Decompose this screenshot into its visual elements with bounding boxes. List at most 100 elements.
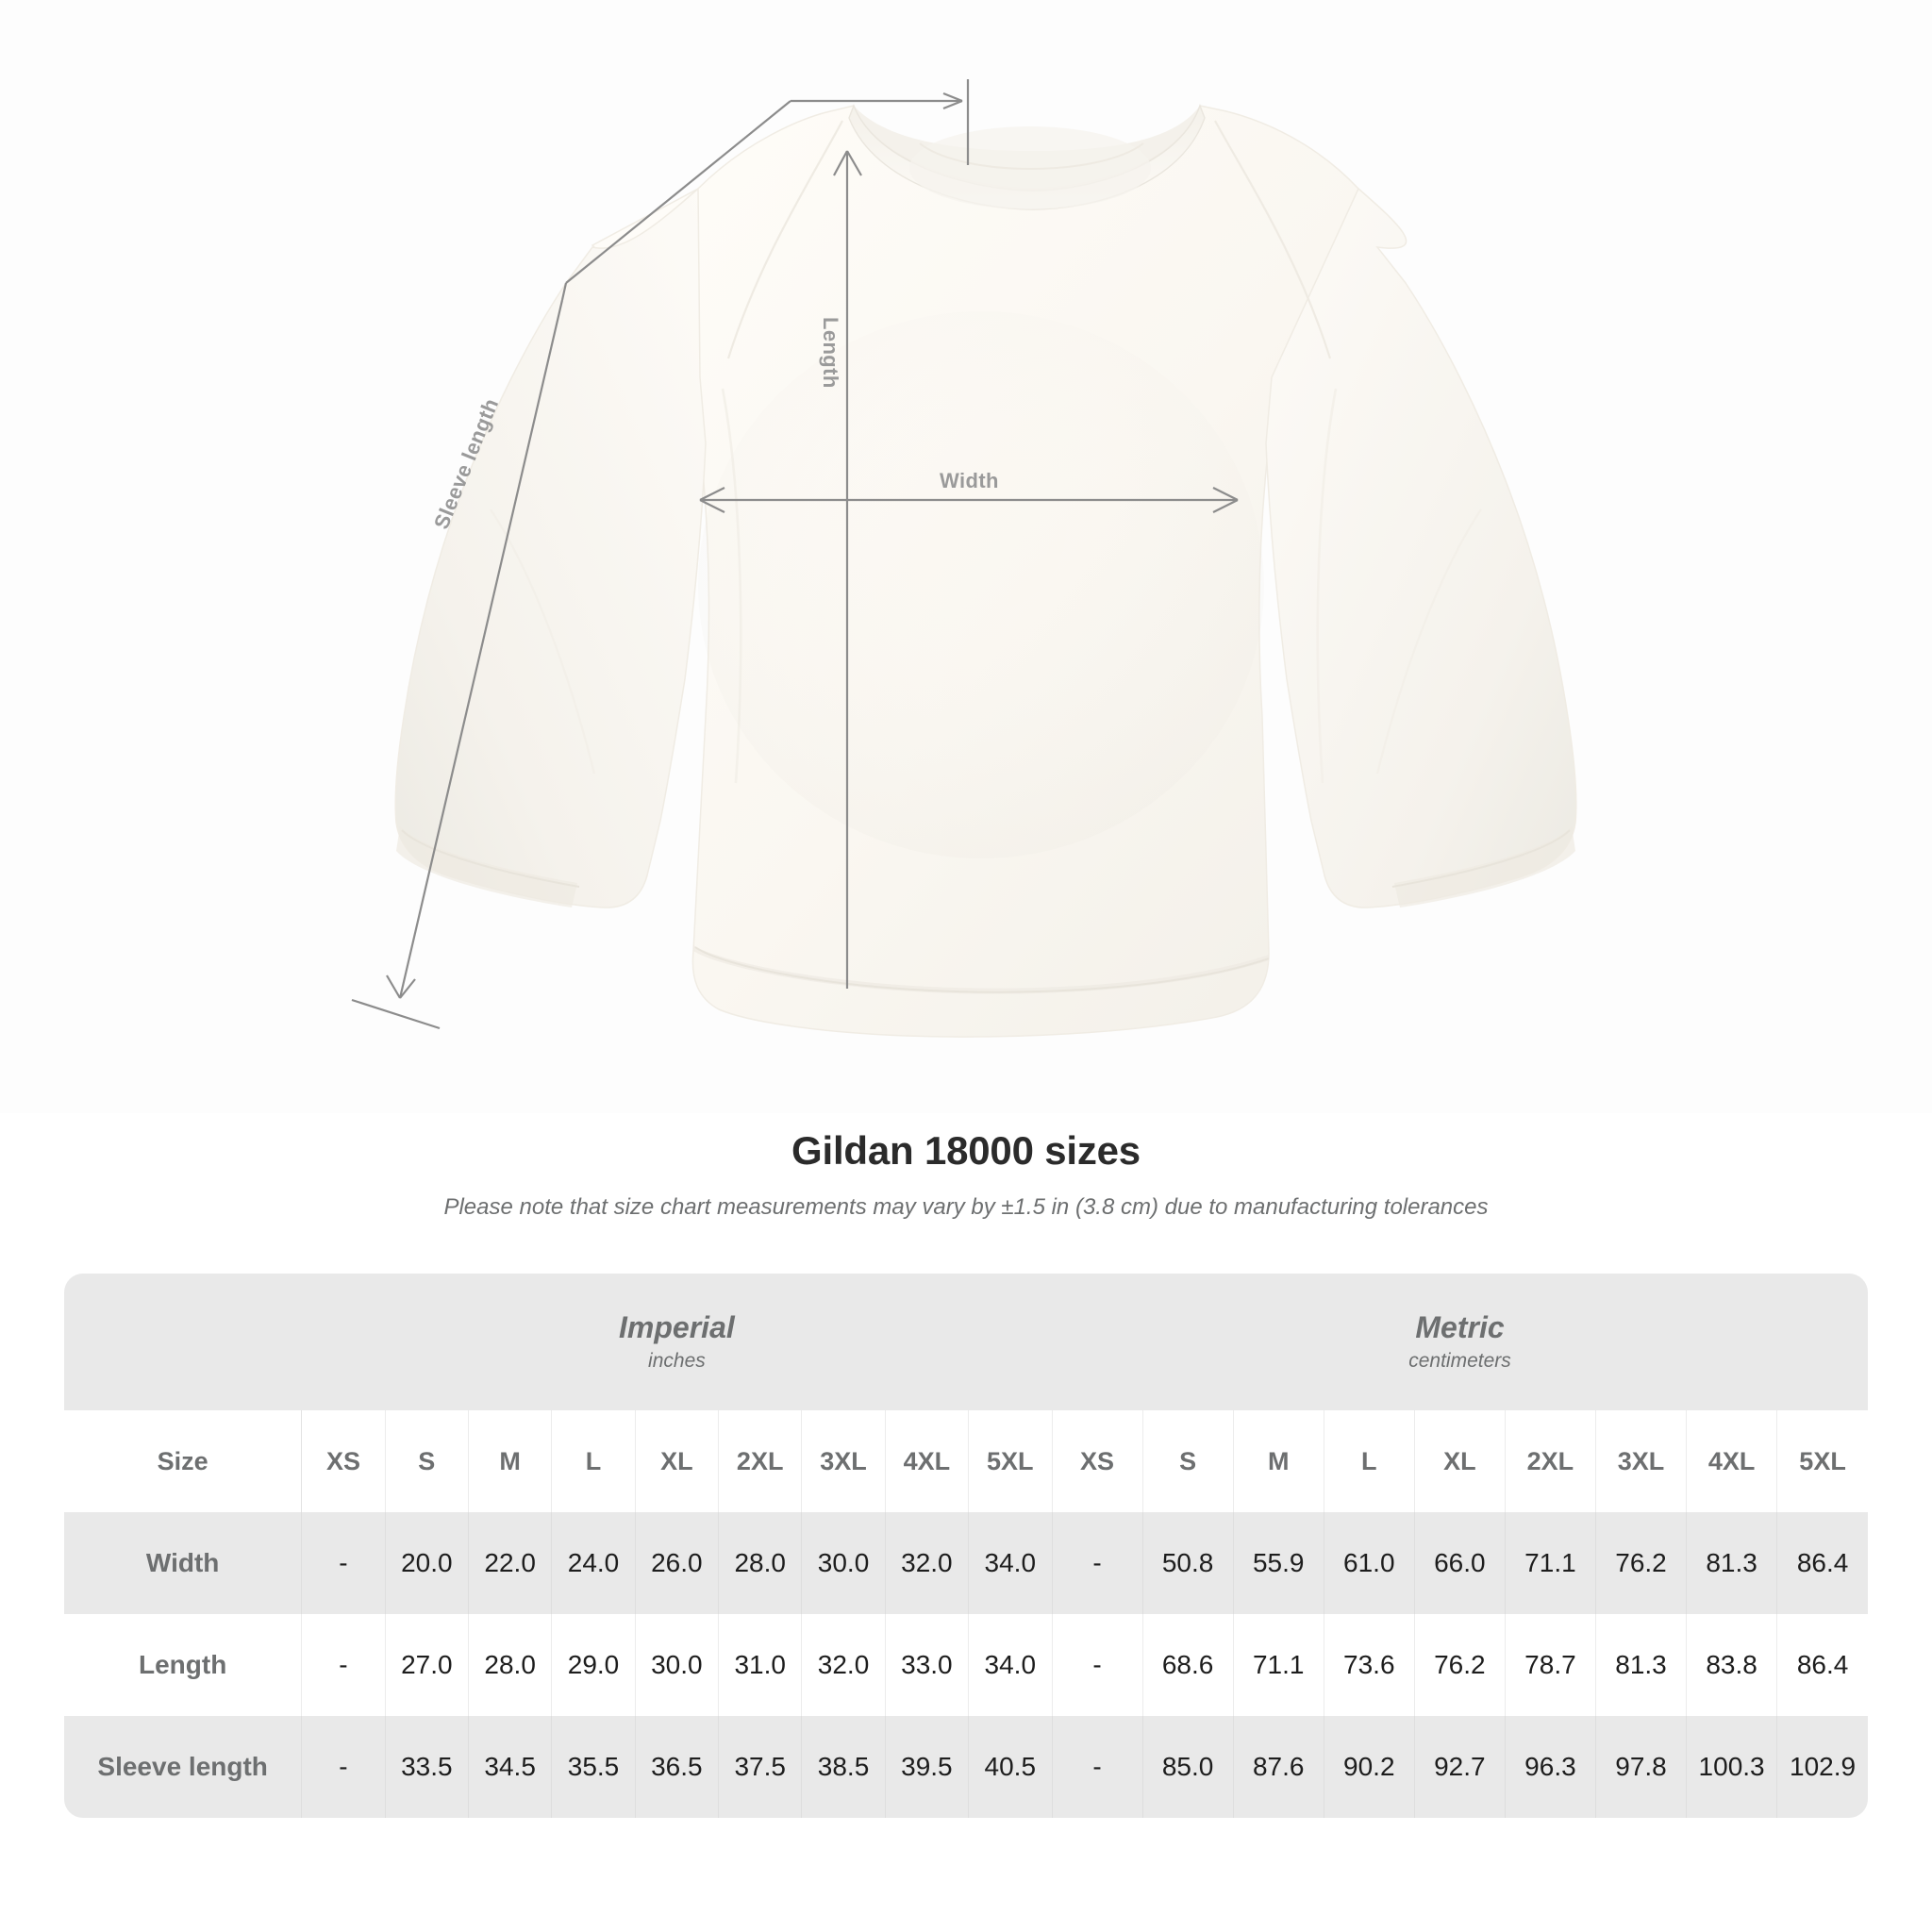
- length-label: Length: [819, 317, 842, 389]
- size-header-metric-xs: XS: [1051, 1410, 1143, 1512]
- size-header-metric-3xl: 3XL: [1595, 1410, 1688, 1512]
- size-table: Imperial inches Metric centimeters Size …: [64, 1274, 1868, 1818]
- cell-width-metric-4xl: 81.3: [1686, 1512, 1778, 1614]
- cell-width-metric-s: 50.8: [1142, 1512, 1234, 1614]
- size-header-label: Size: [64, 1410, 303, 1512]
- unit-group-metric-name: Metric: [1415, 1309, 1505, 1344]
- garment-illustration: Length Width Sleeve length: [351, 79, 1577, 1038]
- size-header-imperial-s: S: [385, 1410, 469, 1512]
- cell-sleeve-metric-2xl: 96.3: [1505, 1716, 1596, 1818]
- unit-group-metric: Metric centimeters: [1052, 1274, 1868, 1410]
- cell-sleeve-imperial-3xl: 38.5: [801, 1716, 886, 1818]
- size-header-metric-xl: XL: [1414, 1410, 1506, 1512]
- cell-length-imperial-l: 29.0: [551, 1614, 636, 1716]
- page-title: Gildan 18000 sizes: [791, 1128, 1141, 1173]
- title-block: Gildan 18000 sizes Please note that size…: [0, 1128, 1932, 1221]
- cell-length-imperial-xl: 30.0: [635, 1614, 720, 1716]
- row-label-sleeve-length: Sleeve length: [64, 1716, 303, 1818]
- cell-length-metric-2xl: 78.7: [1505, 1614, 1596, 1716]
- unit-header-row: Imperial inches Metric centimeters: [64, 1274, 1868, 1410]
- cell-sleeve-imperial-l: 35.5: [551, 1716, 636, 1818]
- cell-length-metric-xl: 76.2: [1414, 1614, 1506, 1716]
- cell-length-metric-xs: -: [1052, 1614, 1143, 1716]
- cell-sleeve-metric-4xl: 100.3: [1686, 1716, 1778, 1818]
- cell-sleeve-imperial-4xl: 39.5: [885, 1716, 970, 1818]
- cell-length-imperial-s: 27.0: [385, 1614, 469, 1716]
- cell-width-metric-l: 61.0: [1324, 1512, 1415, 1614]
- cell-length-imperial-4xl: 33.0: [885, 1614, 970, 1716]
- size-header-imperial-xl: XL: [635, 1410, 720, 1512]
- unit-group-imperial-unit: inches: [648, 1349, 706, 1372]
- cell-length-metric-s: 68.6: [1142, 1614, 1234, 1716]
- cell-width-metric-5xl: 86.4: [1776, 1512, 1868, 1614]
- cell-sleeve-metric-xs: -: [1052, 1716, 1143, 1818]
- cell-sleeve-imperial-s: 33.5: [385, 1716, 469, 1818]
- size-header-metric-s: S: [1142, 1410, 1234, 1512]
- size-header-metric-l: L: [1324, 1410, 1415, 1512]
- table-row-sleeve-length: Sleeve length - 33.5 34.5 35.5 36.5 37.5…: [64, 1716, 1868, 1818]
- cell-length-imperial-m: 28.0: [468, 1614, 553, 1716]
- sleeve-length-dimension: [351, 79, 970, 1030]
- width-label: Width: [940, 469, 999, 492]
- cell-sleeve-imperial-xs: -: [301, 1716, 386, 1818]
- sweatshirt-diagram: [351, 79, 1577, 1038]
- size-header-metric-4xl: 4XL: [1686, 1410, 1778, 1512]
- size-header-row: Size XS S M L XL 2XL 3XL 4XL 5XL XS S M …: [64, 1410, 1868, 1512]
- cell-width-metric-2xl: 71.1: [1505, 1512, 1596, 1614]
- cell-sleeve-imperial-2xl: 37.5: [718, 1716, 803, 1818]
- row-label-width: Width: [64, 1512, 303, 1614]
- cell-sleeve-imperial-xl: 36.5: [635, 1716, 720, 1818]
- cell-sleeve-metric-l: 90.2: [1324, 1716, 1415, 1818]
- measurement-annotations: [351, 79, 1239, 1030]
- cell-width-imperial-s: 20.0: [385, 1512, 469, 1614]
- length-dimension: [833, 150, 862, 989]
- row-label-length: Length: [64, 1614, 303, 1716]
- unit-group-imperial-name: Imperial: [619, 1309, 735, 1344]
- size-header-imperial-3xl: 3XL: [801, 1410, 886, 1512]
- size-header-imperial-5xl: 5XL: [968, 1410, 1053, 1512]
- cell-width-metric-m: 55.9: [1233, 1512, 1324, 1614]
- cell-sleeve-metric-m: 87.6: [1233, 1716, 1324, 1818]
- cell-width-metric-xl: 66.0: [1414, 1512, 1506, 1614]
- cell-width-imperial-l: 24.0: [551, 1512, 636, 1614]
- size-header-imperial-xs: XS: [301, 1410, 386, 1512]
- cell-sleeve-imperial-m: 34.5: [468, 1716, 553, 1818]
- cell-sleeve-imperial-5xl: 40.5: [968, 1716, 1053, 1818]
- cell-length-imperial-xs: -: [301, 1614, 386, 1716]
- cell-width-imperial-5xl: 34.0: [968, 1512, 1053, 1614]
- cell-width-imperial-xs: -: [301, 1512, 386, 1614]
- table-row-width: Width - 20.0 22.0 24.0 26.0 28.0 30.0 32…: [64, 1512, 1868, 1614]
- cell-sleeve-metric-xl: 92.7: [1414, 1716, 1506, 1818]
- cell-sleeve-metric-5xl: 102.9: [1776, 1716, 1868, 1818]
- cell-sleeve-metric-3xl: 97.8: [1595, 1716, 1688, 1818]
- cell-length-metric-l: 73.6: [1324, 1614, 1415, 1716]
- cell-width-metric-xs: -: [1052, 1512, 1143, 1614]
- page-subtitle: Please note that size chart measurements…: [443, 1194, 1489, 1220]
- cell-width-metric-3xl: 76.2: [1595, 1512, 1688, 1614]
- cell-length-metric-5xl: 86.4: [1776, 1614, 1868, 1716]
- cell-length-metric-3xl: 81.3: [1595, 1614, 1688, 1716]
- table-row-length: Length - 27.0 28.0 29.0 30.0 31.0 32.0 3…: [64, 1614, 1868, 1716]
- unit-group-imperial: Imperial inches: [301, 1274, 1052, 1410]
- size-header-imperial-m: M: [468, 1410, 553, 1512]
- size-header-metric-5xl: 5XL: [1776, 1410, 1868, 1512]
- cell-length-imperial-2xl: 31.0: [718, 1614, 803, 1716]
- cell-width-imperial-m: 22.0: [468, 1512, 553, 1614]
- cell-length-metric-m: 71.1: [1233, 1614, 1324, 1716]
- size-table-wrapper: Imperial inches Metric centimeters Size …: [64, 1274, 1868, 1818]
- size-header-imperial-2xl: 2XL: [718, 1410, 803, 1512]
- cell-length-imperial-3xl: 32.0: [801, 1614, 886, 1716]
- size-header-metric-m: M: [1233, 1410, 1324, 1512]
- cell-width-imperial-4xl: 32.0: [885, 1512, 970, 1614]
- cell-length-metric-4xl: 83.8: [1686, 1614, 1778, 1716]
- size-header-metric-2xl: 2XL: [1505, 1410, 1596, 1512]
- cell-width-imperial-3xl: 30.0: [801, 1512, 886, 1614]
- size-header-imperial-l: L: [551, 1410, 636, 1512]
- unit-spacer: [64, 1274, 302, 1410]
- cell-sleeve-metric-s: 85.0: [1142, 1716, 1234, 1818]
- unit-group-metric-unit: centimeters: [1408, 1349, 1511, 1372]
- width-dimension: [699, 487, 1239, 513]
- cell-width-imperial-2xl: 28.0: [718, 1512, 803, 1614]
- size-header-imperial-4xl: 4XL: [885, 1410, 970, 1512]
